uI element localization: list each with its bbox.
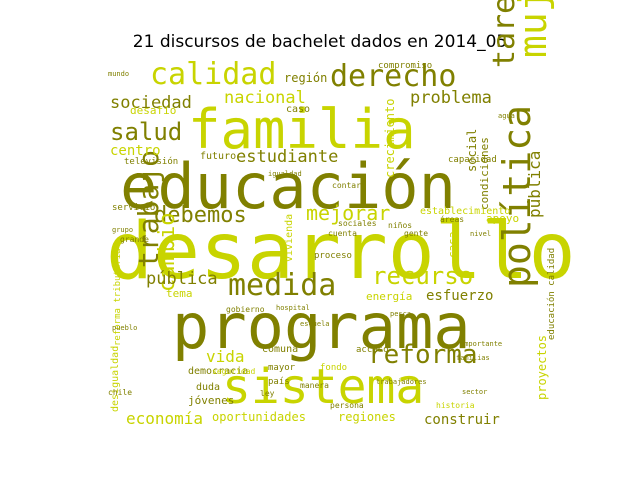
word-vivienda: vivienda (284, 214, 295, 262)
word-caso: caso (286, 104, 310, 115)
word-desigualdad: desigualdad (110, 346, 121, 412)
word-energía: energía (366, 290, 412, 303)
word-centro: centro (110, 143, 161, 159)
word-pública: pública (146, 269, 218, 289)
word-pesca: pesca (390, 310, 411, 318)
word-recurso: recurso (372, 262, 473, 290)
word-calidad: calidad (150, 57, 276, 92)
word-economía: economía (126, 409, 203, 428)
word-política: política (495, 105, 539, 288)
word-niños: niños (388, 221, 412, 230)
word-sector: sector (462, 388, 487, 396)
word-reforma-tributaria: reforma tributaria (113, 248, 123, 346)
word-historia: historia (436, 401, 475, 410)
word-contar: contar (332, 181, 361, 190)
word-hospital: hospital (276, 304, 310, 312)
word-programa: programa (172, 290, 471, 363)
word-duda: duda (196, 382, 220, 393)
word-manera: manera (300, 381, 329, 390)
word-mejorar: mejorar (306, 201, 390, 225)
word-pública: pública (525, 151, 544, 218)
word-vida: vida (206, 347, 245, 366)
word-regiones: regiones (338, 410, 396, 424)
word-democracia: democracia (188, 366, 248, 377)
word-agua: agua (498, 112, 515, 120)
word-grande: grande (120, 235, 149, 244)
word-cambio: cambio (155, 213, 180, 292)
word-escuela: escuela (300, 320, 330, 328)
word-mundo: mundo (108, 70, 129, 78)
word-estudiante: estudiante (236, 147, 338, 167)
word-salud: salud (110, 118, 182, 146)
word-sociedad: sociedad (110, 93, 192, 113)
word-igualdad: igualdad (268, 170, 302, 178)
word-establecimiento: establecimiento (420, 206, 510, 217)
word-gente: gente (404, 229, 428, 238)
word-familias: familias (456, 354, 490, 362)
word-casa: casa (446, 232, 459, 259)
word-medida: medida (228, 268, 336, 303)
word-trabajadores: trabajadores (376, 378, 427, 386)
word-ley: ley (260, 389, 275, 398)
word-educación-calidad: educación calidad (546, 248, 557, 340)
word-desafío: desafío (130, 104, 176, 117)
word-importante: importante (460, 340, 502, 348)
word-crecimiento: crecimiento (383, 99, 397, 178)
word-proyectos: proyectos (535, 335, 549, 400)
word-televisión: televisión (124, 156, 178, 167)
word-trabajo: trabajo (132, 150, 165, 268)
word-servicio: servicio (112, 203, 155, 213)
word-acceso: acceso (356, 345, 389, 355)
word-derecho: derecho (330, 59, 456, 94)
word-jóvenes: jóvenes (188, 394, 234, 407)
word-problema: problema (410, 88, 492, 108)
word-compromiso: compromiso (378, 61, 432, 71)
word-esfuerzo: esfuerzo (426, 288, 493, 304)
word-social: social (465, 129, 479, 172)
word-sistema: sistema (222, 359, 424, 415)
word-país: país (268, 377, 290, 387)
word-tema: tema (166, 287, 193, 300)
word-futuro: futuro (200, 151, 236, 162)
word-construir: construir (424, 412, 500, 428)
word-nivel: nivel (470, 230, 491, 238)
word-nacional: nacional (224, 88, 306, 108)
word-capacidad: capacidad (448, 155, 497, 165)
word-oportunidades: oportunidades (212, 410, 306, 424)
word-cuenta: cuenta (328, 229, 357, 238)
word-educación: educación (120, 150, 456, 223)
word-desarrollo: desarrollo (106, 207, 576, 297)
word-región: región (284, 71, 327, 85)
word-condiciones: condiciones (478, 137, 491, 210)
word-proceso: proceso (314, 251, 352, 261)
word-familia: familia (188, 98, 416, 161)
word-seguridad: seguridad (212, 367, 256, 376)
word-gobierno: gobierno (226, 305, 265, 314)
word-mujeres: mujeres (511, 0, 555, 58)
word-grupo: grupo (112, 226, 133, 234)
word-tarea: tarea (487, 0, 522, 68)
word-áreas: áreas (440, 215, 464, 224)
figure-title: 21 discursos de bachelet dados en 2014_0… (132, 32, 508, 52)
word-reforma: reforma (368, 340, 478, 370)
word-pueblo: pueblo (112, 324, 137, 332)
word-debemos: debemos (154, 203, 247, 228)
word-persona: persona (330, 401, 364, 410)
word-mayor: mayor (268, 363, 296, 373)
word-apoyo: apoyo (486, 212, 519, 225)
word-fondo: fondo (320, 363, 347, 373)
word-comuna: comuna (262, 344, 298, 355)
word-chile: chile (108, 388, 132, 397)
word-sociales: sociales (338, 219, 377, 228)
